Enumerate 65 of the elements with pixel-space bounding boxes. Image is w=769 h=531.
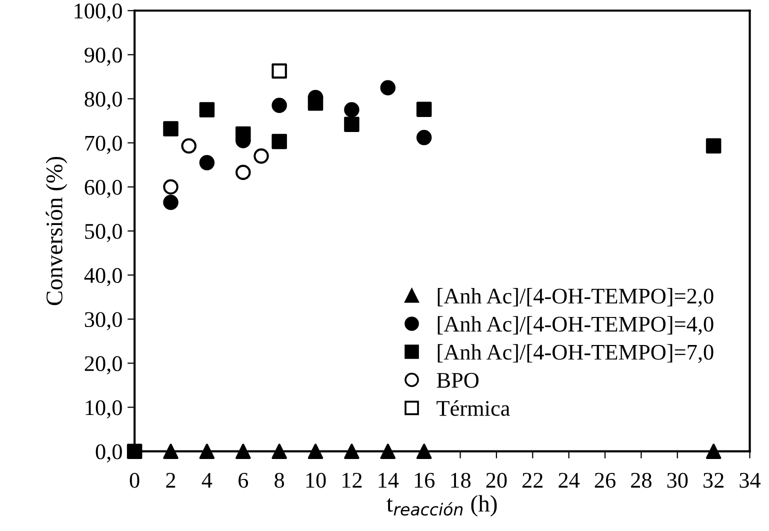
point [706,138,722,154]
point [380,444,396,459]
point [163,121,178,136]
point [308,444,324,459]
point [163,444,178,459]
x-tick-label: 14 [378,472,399,488]
x-tick-label: 20 [486,472,507,488]
y-tick-label: 20,0 [84,356,122,374]
x-tick-label: 10 [306,472,326,488]
point [181,138,196,154]
point [126,444,142,459]
y-tick-label: 80,0 [84,92,122,110]
legend-label: Térmica [436,400,510,416]
point [416,102,432,117]
point [272,134,287,150]
point [344,116,360,132]
x-tick-label: 16 [414,472,435,488]
point [236,126,251,142]
legend-label: BPO [436,372,479,388]
x-tick-label: 30 [667,472,688,488]
y-axis-title: Conversión (%) [46,156,68,306]
y-tick-label: 90,0 [84,48,122,66]
point [163,179,178,195]
x-tick-label: 2 [166,472,176,488]
x-tick-label: 0 [130,472,140,488]
x-tick-label: 22 [522,472,543,488]
point [272,63,287,79]
point [344,102,360,118]
point [308,96,324,111]
legend-label: [Anh Ac]/[4-OH-TEMPO]=4,0 [438,316,714,335]
y-tick-label: 100,0 [74,4,122,22]
point [163,194,178,210]
point [706,444,722,459]
point [199,444,215,459]
y-tick-label: 0,0 [96,444,122,462]
y-tick-label: 60,0 [84,180,122,198]
point [272,98,287,114]
x-tick-label: 28 [631,472,652,488]
legend-label: [Anh Ac]/[4-OH-TEMPO]=2,0 [438,288,714,307]
point [416,444,432,459]
y-tick-label: 40,0 [84,268,122,286]
x-tick-label: 8 [274,472,284,488]
point [199,102,215,118]
y-tick-label: 50,0 [85,224,122,242]
point [254,148,269,164]
point [199,155,215,170]
x-tick-label: 34 [740,472,761,488]
x-tick-label: 12 [342,472,362,488]
x-tick-label: 24 [558,472,580,488]
legend-label: [Anh Ac]/[4-OH-TEMPO]=7,0 [438,344,714,363]
point [380,80,396,96]
x-tick-label: 26 [594,472,616,488]
x-tick-label: 4 [202,472,212,488]
x-tick-label: 32 [704,472,724,488]
point [236,444,251,459]
y-tick-label: 70,0 [85,136,122,154]
y-tick-label: 10,0 [86,400,122,418]
point [236,164,251,180]
x-tick-label: 6 [238,472,248,488]
x-tick-label: 18 [451,472,471,488]
x-axis-title: t$_{reacción}$ (h) [386,495,497,517]
y-tick-label: 30,0 [84,312,122,330]
point [416,130,432,146]
point [272,444,287,459]
point [344,444,360,459]
